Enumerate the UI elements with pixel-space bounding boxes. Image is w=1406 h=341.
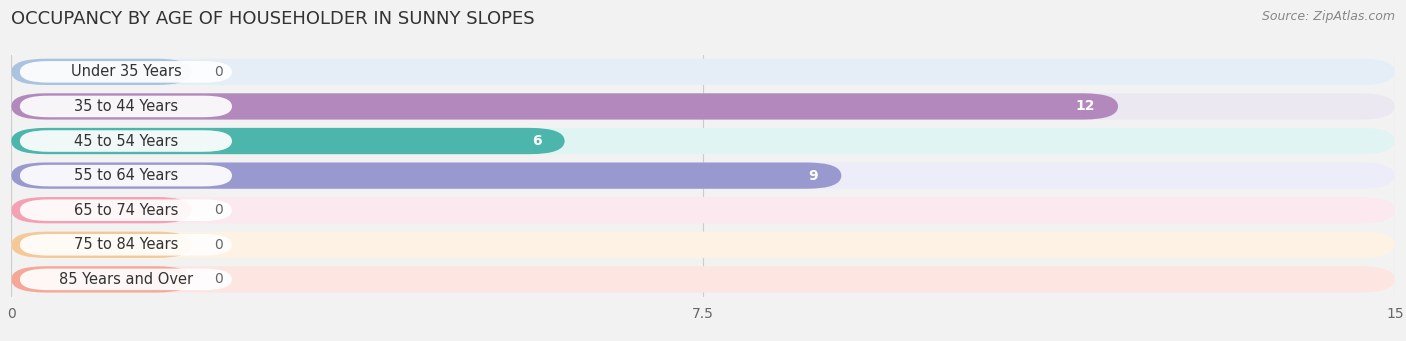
Text: 55 to 64 Years: 55 to 64 Years <box>73 168 179 183</box>
FancyBboxPatch shape <box>20 199 232 221</box>
FancyBboxPatch shape <box>11 162 841 189</box>
FancyBboxPatch shape <box>11 162 1395 189</box>
Text: 0: 0 <box>215 203 224 217</box>
FancyBboxPatch shape <box>11 232 191 258</box>
FancyBboxPatch shape <box>20 61 232 83</box>
FancyBboxPatch shape <box>11 128 565 154</box>
Text: OCCUPANCY BY AGE OF HOUSEHOLDER IN SUNNY SLOPES: OCCUPANCY BY AGE OF HOUSEHOLDER IN SUNNY… <box>11 10 534 28</box>
FancyBboxPatch shape <box>11 197 1395 223</box>
Text: 9: 9 <box>808 168 818 183</box>
FancyBboxPatch shape <box>11 93 1118 120</box>
FancyBboxPatch shape <box>11 197 191 223</box>
FancyBboxPatch shape <box>11 232 1395 258</box>
Text: 75 to 84 Years: 75 to 84 Years <box>73 237 179 252</box>
FancyBboxPatch shape <box>11 266 1395 293</box>
FancyBboxPatch shape <box>20 234 232 255</box>
FancyBboxPatch shape <box>20 165 232 187</box>
Text: Under 35 Years: Under 35 Years <box>70 64 181 79</box>
FancyBboxPatch shape <box>11 59 1395 85</box>
Text: 0: 0 <box>215 272 224 286</box>
Text: 0: 0 <box>215 65 224 79</box>
Text: 85 Years and Over: 85 Years and Over <box>59 272 193 287</box>
Text: 12: 12 <box>1076 100 1095 114</box>
Text: 6: 6 <box>531 134 541 148</box>
Text: Source: ZipAtlas.com: Source: ZipAtlas.com <box>1261 10 1395 23</box>
FancyBboxPatch shape <box>20 130 232 152</box>
FancyBboxPatch shape <box>20 96 232 117</box>
FancyBboxPatch shape <box>11 93 1395 120</box>
FancyBboxPatch shape <box>11 59 191 85</box>
Text: 65 to 74 Years: 65 to 74 Years <box>73 203 179 218</box>
FancyBboxPatch shape <box>11 128 1395 154</box>
FancyBboxPatch shape <box>20 269 232 290</box>
FancyBboxPatch shape <box>11 266 191 293</box>
Text: 45 to 54 Years: 45 to 54 Years <box>73 134 179 149</box>
Text: 35 to 44 Years: 35 to 44 Years <box>75 99 179 114</box>
Text: 0: 0 <box>215 238 224 252</box>
